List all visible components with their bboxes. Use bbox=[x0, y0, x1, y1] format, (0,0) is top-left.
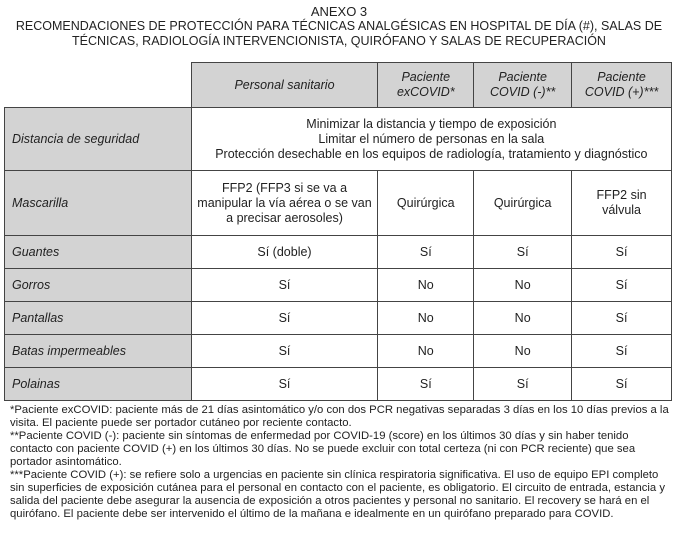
row-label: Batas impermeables bbox=[4, 334, 192, 368]
distancia-line: Minimizar la distancia y tiempo de expos… bbox=[306, 116, 557, 131]
table-cell: Sí bbox=[473, 367, 573, 401]
footnote: ***Paciente COVID (+): se refiere solo a… bbox=[10, 469, 665, 520]
table-cell: Sí bbox=[377, 367, 475, 401]
footnote: **Paciente COVID (-): paciente sin sínto… bbox=[10, 430, 636, 468]
table-row: Batas impermeables Sí No No Sí bbox=[4, 334, 672, 368]
table-cell: No bbox=[473, 301, 573, 335]
table-cell: Quirúrgica bbox=[473, 170, 573, 236]
table-cell: Sí bbox=[190, 367, 379, 401]
table-cell: Sí (doble) bbox=[190, 235, 379, 269]
row-label: Guantes bbox=[4, 235, 192, 269]
row-label: Polainas bbox=[4, 367, 192, 401]
table-row: Guantes Sí (doble) Sí Sí Sí bbox=[4, 235, 672, 269]
distancia-cell: Minimizar la distancia y tiempo de expos… bbox=[190, 107, 673, 171]
table-row: Mascarilla FFP2 (FFP3 si se va a manipula… bbox=[4, 170, 672, 236]
footnote: *Paciente exCOVID: paciente más de 21 dí… bbox=[10, 404, 669, 429]
header-excovid: Paciente exCOVID* bbox=[377, 62, 475, 108]
distancia-line: Protección desechable en los equipos de … bbox=[215, 146, 648, 161]
document-subtitle: RECOMENDACIONES DE PROTECCIÓN PARA TÉCNI… bbox=[15, 19, 663, 48]
header-covid-neg: Paciente COVID (-)** bbox=[473, 62, 573, 108]
empty-corner bbox=[4, 62, 192, 108]
table-cell: Sí bbox=[571, 235, 672, 269]
table-cell: No bbox=[473, 334, 573, 368]
table-cell: Sí bbox=[377, 235, 475, 269]
table-row: Pantallas Sí No No Sí bbox=[4, 301, 672, 335]
table-cell: Sí bbox=[473, 235, 573, 269]
table-cell: Sí bbox=[571, 268, 672, 302]
protection-table: Personal sanitario Paciente exCOVID* Pac… bbox=[4, 62, 673, 401]
table-cell: Sí bbox=[571, 301, 672, 335]
table-cell: No bbox=[377, 268, 475, 302]
table-cell: Sí bbox=[190, 334, 379, 368]
row-label: Gorros bbox=[4, 268, 192, 302]
row-label: Mascarilla bbox=[4, 170, 192, 236]
row-label: Pantallas bbox=[4, 301, 192, 335]
table-cell: FFP2 sin válvula bbox=[571, 170, 672, 236]
table-cell: Sí bbox=[571, 334, 672, 368]
table-row: Gorros Sí No No Sí bbox=[4, 268, 672, 302]
row-label: Distancia de seguridad bbox=[4, 107, 192, 171]
header-covid-pos: Paciente COVID (+)*** bbox=[571, 62, 672, 108]
table-cell: Sí bbox=[190, 301, 379, 335]
footnotes: *Paciente exCOVID: paciente más de 21 dí… bbox=[10, 404, 672, 521]
table-cell: FFP2 (FFP3 si se va a manipular la vía a… bbox=[190, 170, 379, 236]
table-cell: Sí bbox=[190, 268, 379, 302]
document-title: ANEXO 3 bbox=[310, 4, 368, 19]
distancia-line: Limitar el número de personas en la sala bbox=[318, 131, 545, 146]
table-cell: No bbox=[377, 301, 475, 335]
table-cell: Sí bbox=[571, 367, 672, 401]
table-row: Distancia de seguridad Minimizar la dist… bbox=[4, 107, 673, 171]
header-personal: Personal sanitario bbox=[190, 62, 379, 108]
table-cell: No bbox=[377, 334, 475, 368]
table-cell: No bbox=[473, 268, 573, 302]
table-cell: Quirúrgica bbox=[377, 170, 475, 236]
table-row: Polainas Sí Sí Sí Sí bbox=[4, 367, 672, 401]
